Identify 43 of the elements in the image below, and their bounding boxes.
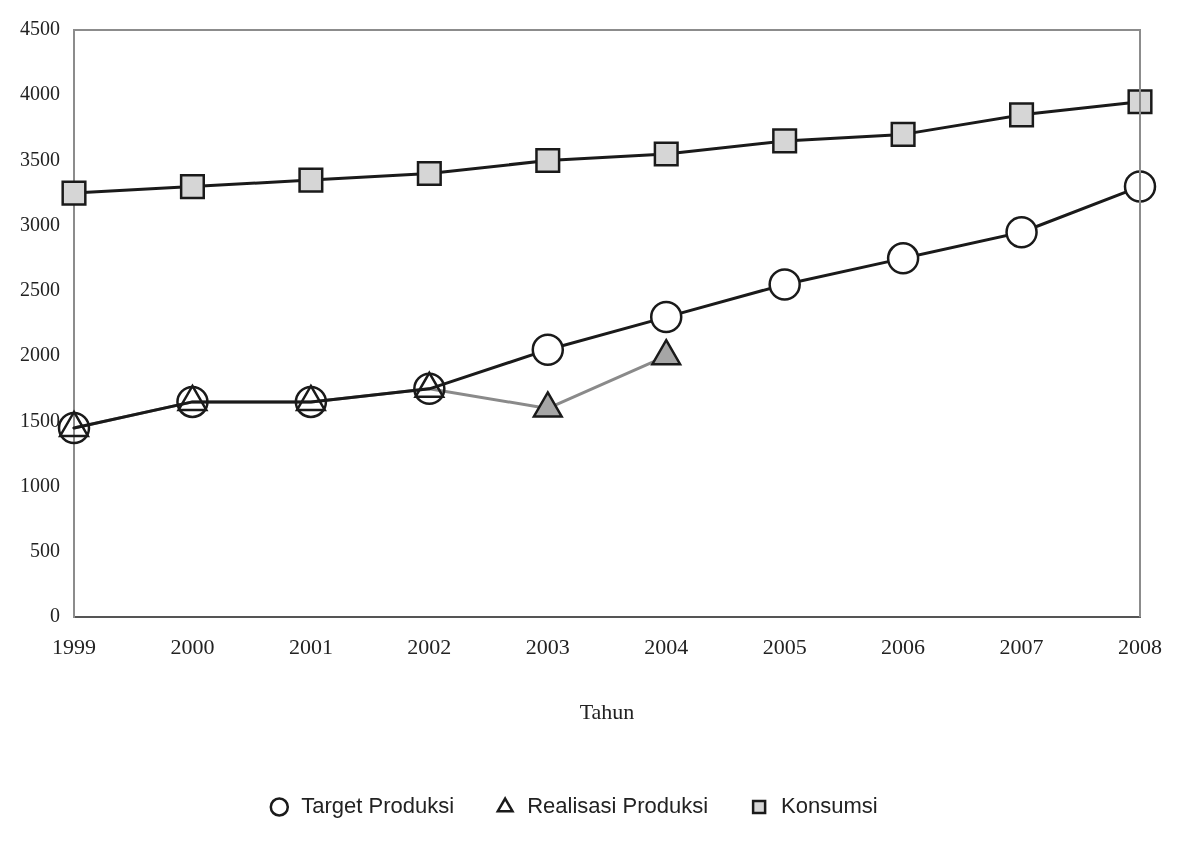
x-tick-label: 2007	[999, 634, 1044, 660]
point	[768, 268, 801, 301]
y-tick-label: 0	[50, 604, 60, 627]
point	[294, 385, 328, 419]
y-tick-label: 1000	[20, 473, 60, 496]
x-tick-label: 2002	[407, 634, 452, 660]
x-tick-label: 2000	[170, 634, 215, 660]
point	[298, 167, 324, 193]
y-tick-label: 2500	[20, 278, 60, 301]
point	[1005, 216, 1038, 249]
y-tick-label: 1500	[20, 408, 60, 431]
x-tick-label: 2004	[644, 634, 689, 660]
point	[649, 300, 683, 334]
point	[1008, 102, 1035, 128]
point	[413, 372, 446, 406]
point	[1127, 89, 1153, 115]
y-tick-label: 2000	[20, 343, 60, 366]
point	[535, 147, 561, 174]
legend-label: Konsumsi	[781, 793, 878, 819]
y-tick-label: 3000	[20, 212, 60, 235]
y-tick-label: 4000	[20, 82, 60, 105]
point	[1123, 170, 1157, 203]
legend-label: Target Produksi	[301, 793, 455, 819]
point	[176, 385, 209, 419]
point	[886, 242, 920, 275]
point	[653, 141, 679, 167]
x-tick-label: 1999	[52, 634, 96, 660]
y-tick-label: 500	[30, 539, 60, 562]
x-axis-title: Tahun	[579, 698, 635, 724]
y-tick-label: 4500	[20, 17, 60, 40]
point	[61, 180, 87, 206]
x-tick-label: 2005	[762, 634, 807, 660]
x-tick-label: 2001	[288, 634, 333, 660]
point	[772, 128, 798, 154]
point	[890, 121, 916, 147]
point	[416, 160, 442, 187]
x-tick-label: 2008	[1118, 634, 1162, 660]
x-tick-label: 2006	[881, 634, 926, 660]
x-tick-label: 2003	[525, 634, 570, 660]
point	[179, 174, 206, 200]
legend-label: Realisasi Produksi	[527, 793, 709, 819]
point	[531, 333, 565, 366]
y-tick-label: 3500	[20, 147, 60, 170]
